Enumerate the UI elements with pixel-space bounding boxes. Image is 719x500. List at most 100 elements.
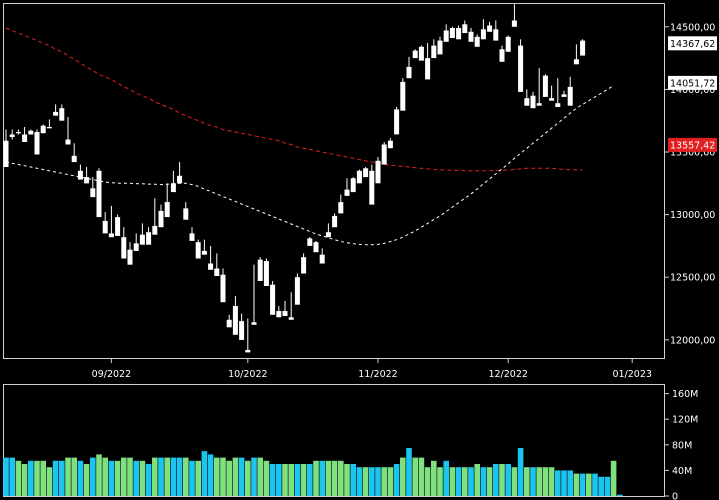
candle-body xyxy=(139,234,145,245)
volume-bar xyxy=(102,457,108,496)
volume-bar xyxy=(586,473,592,496)
volume-bar xyxy=(418,457,425,496)
candle xyxy=(195,239,201,259)
candle xyxy=(344,178,350,196)
candle xyxy=(46,119,52,129)
candle xyxy=(65,116,71,145)
volume-bar xyxy=(369,467,375,496)
volume-bar xyxy=(344,464,350,496)
candle xyxy=(282,301,288,316)
candle-body xyxy=(294,277,300,305)
volume-bar xyxy=(276,464,282,496)
candle-body xyxy=(449,28,455,38)
volume-bar xyxy=(269,464,276,496)
candle-body xyxy=(15,132,21,134)
volume-bar xyxy=(468,467,474,496)
candle xyxy=(245,318,251,353)
volume-bar xyxy=(598,476,604,496)
candle xyxy=(387,138,393,149)
candle-body xyxy=(431,45,437,59)
volume-bar xyxy=(530,467,536,496)
candle-body xyxy=(387,140,393,149)
candle-body xyxy=(511,20,517,27)
candle-body xyxy=(220,274,226,303)
candle-body xyxy=(505,36,511,52)
candle xyxy=(220,268,226,303)
candle xyxy=(505,35,511,52)
candle-body xyxy=(170,183,176,193)
candle-body xyxy=(325,232,331,238)
volume-bar xyxy=(536,467,542,496)
price-chart: 12000,00 12500,00 13000,00 13500,00 14000,00… xyxy=(3,3,717,380)
candle-body xyxy=(3,140,9,167)
candle xyxy=(22,126,28,142)
candle xyxy=(214,253,220,276)
candle xyxy=(189,227,195,241)
volume-bar xyxy=(152,457,158,496)
candle-body xyxy=(108,233,114,238)
volume-bar xyxy=(443,460,449,496)
candle-body xyxy=(580,40,586,56)
candle xyxy=(108,205,114,238)
price-marker-box xyxy=(668,36,717,51)
volume-chart: 0 40M 80M 120M 160M xyxy=(3,384,698,500)
volume-bar xyxy=(542,467,549,496)
volume-bar xyxy=(65,457,71,496)
price-marker-label: 14051,72 xyxy=(670,78,715,89)
volume-bar xyxy=(338,460,344,496)
candle xyxy=(511,4,517,27)
candle xyxy=(121,227,127,259)
candle-body xyxy=(462,24,468,34)
candle xyxy=(524,89,530,106)
candle-body xyxy=(499,49,505,62)
volume-bar xyxy=(145,464,152,496)
candle xyxy=(449,26,455,38)
volume-bar xyxy=(220,457,226,496)
price-y-tick-label: 13500,00 xyxy=(670,148,715,159)
price-y-tick-label: 12500,00 xyxy=(670,273,715,284)
moving-average-long-line xyxy=(5,27,583,172)
volume-bar xyxy=(455,467,462,496)
volume-bar xyxy=(226,460,232,496)
price-marker: 14051,72 xyxy=(668,75,717,90)
candle xyxy=(115,214,121,236)
candle-body xyxy=(164,202,170,218)
candle xyxy=(369,164,375,205)
volume-bar xyxy=(604,476,611,496)
candle-body xyxy=(102,220,108,234)
candle xyxy=(375,157,381,184)
candle-body xyxy=(542,75,548,97)
volume-bar xyxy=(393,464,400,496)
volume-bar xyxy=(108,460,115,496)
volume-bar xyxy=(437,467,443,496)
candle-body xyxy=(251,322,257,325)
candle xyxy=(437,36,443,55)
candle-body xyxy=(406,66,412,79)
candle-body xyxy=(133,243,139,251)
volume-bar xyxy=(548,467,555,496)
candle-body xyxy=(59,108,65,121)
candle-body xyxy=(46,127,52,129)
candle xyxy=(412,49,418,59)
volume-bar xyxy=(170,457,177,496)
candle-body xyxy=(65,139,71,145)
candle-body xyxy=(195,242,201,259)
candle xyxy=(573,44,579,65)
candle xyxy=(257,257,263,281)
price-marker-label: 13557,42 xyxy=(670,140,715,151)
volume-bar xyxy=(424,467,431,496)
candle xyxy=(133,233,139,251)
candle-body xyxy=(208,263,214,270)
candle xyxy=(183,202,189,220)
candle-body xyxy=(456,28,462,40)
candle-body xyxy=(425,58,431,80)
price-y-tick-label: 13000,00 xyxy=(670,210,715,221)
candle xyxy=(9,129,15,140)
candle xyxy=(499,45,505,62)
candle xyxy=(418,45,424,61)
candle xyxy=(530,91,536,109)
candle xyxy=(474,34,480,47)
volume-bar xyxy=(381,467,387,496)
candle xyxy=(201,239,207,255)
